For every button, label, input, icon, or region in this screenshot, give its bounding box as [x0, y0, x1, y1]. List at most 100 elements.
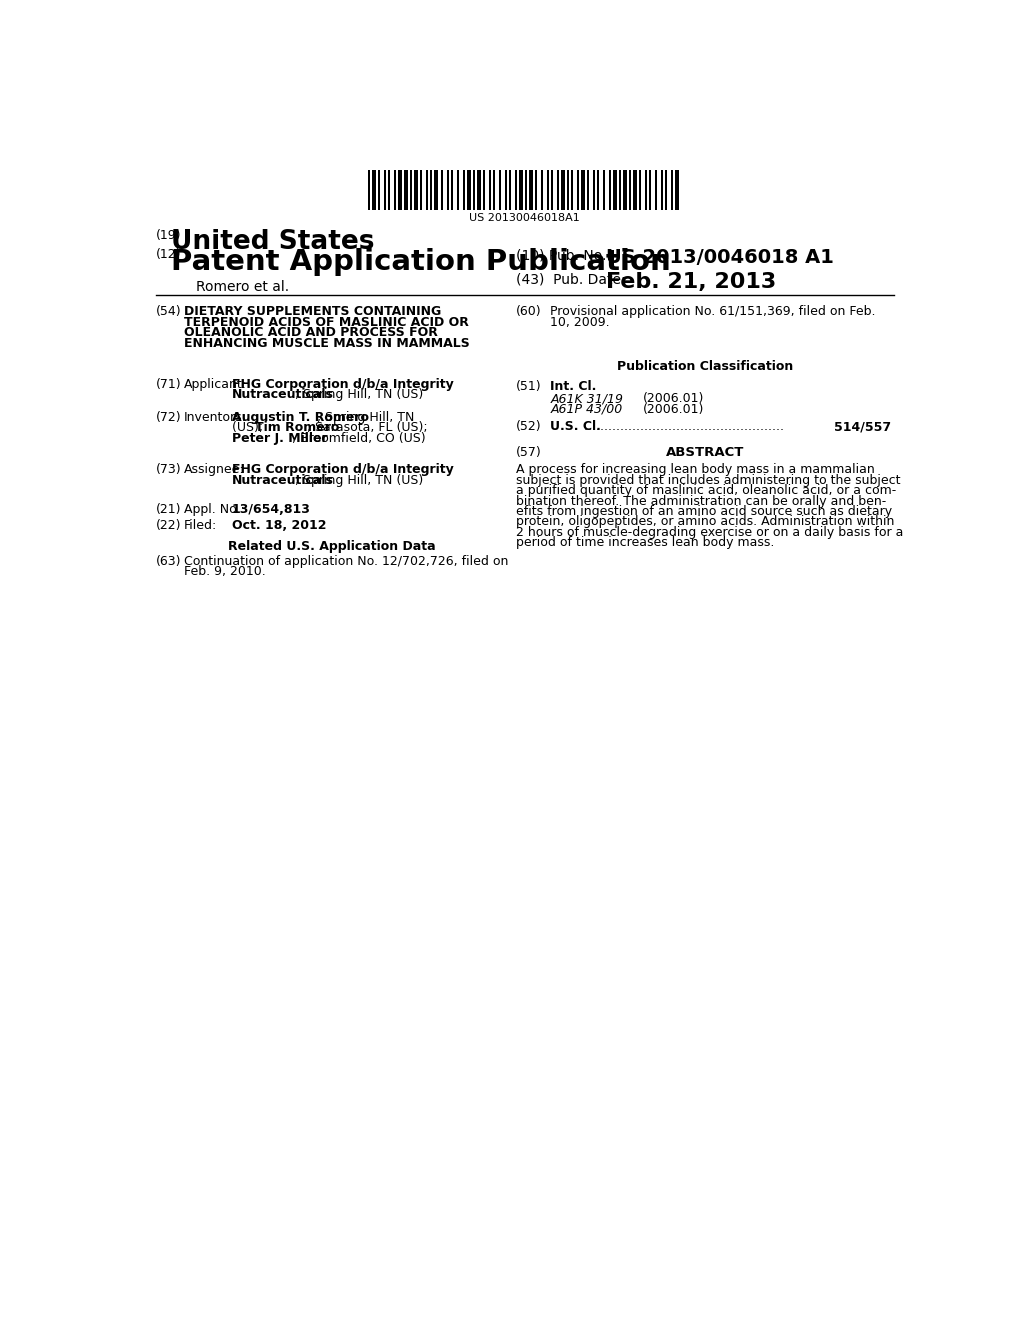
Bar: [388, 170, 390, 210]
Text: FHG Corporation d/b/a Integrity: FHG Corporation d/b/a Integrity: [231, 378, 454, 391]
Text: 514/557: 514/557: [835, 420, 891, 433]
Text: 2 hours of muscle-degrading exercise or on a daily basis for a: 2 hours of muscle-degrading exercise or …: [515, 525, 903, 539]
Bar: [505, 170, 507, 210]
Text: (10) Pub. No.:: (10) Pub. No.:: [515, 248, 610, 263]
Text: Applicant:: Applicant:: [183, 378, 247, 391]
Bar: [421, 170, 423, 210]
Bar: [467, 170, 471, 210]
Text: efits from ingestion of an amino acid source such as dietary: efits from ingestion of an amino acid so…: [515, 506, 892, 517]
Text: ABSTRACT: ABSTRACT: [667, 446, 744, 459]
Text: TERPENOID ACIDS OF MASLINIC ACID OR: TERPENOID ACIDS OF MASLINIC ACID OR: [183, 315, 469, 329]
Text: Publication Classification: Publication Classification: [617, 360, 794, 374]
Bar: [561, 170, 565, 210]
Bar: [378, 170, 380, 210]
Text: (2006.01): (2006.01): [643, 403, 705, 416]
Bar: [493, 170, 495, 210]
Bar: [446, 170, 449, 210]
Bar: [394, 170, 396, 210]
Text: Feb. 21, 2013: Feb. 21, 2013: [606, 272, 776, 292]
Text: Filed:: Filed:: [183, 519, 217, 532]
Bar: [633, 170, 637, 210]
Text: Int. Cl.: Int. Cl.: [550, 380, 597, 393]
Text: ENHANCING MUSCLE MASS IN MAMMALS: ENHANCING MUSCLE MASS IN MAMMALS: [183, 337, 470, 350]
Bar: [373, 170, 376, 210]
Bar: [525, 170, 526, 210]
Bar: [649, 170, 651, 210]
Bar: [451, 170, 453, 210]
Text: bination thereof. The administration can be orally and ben-: bination thereof. The administration can…: [515, 495, 886, 507]
Text: Appl. No.:: Appl. No.:: [183, 503, 245, 516]
Bar: [593, 170, 595, 210]
Bar: [476, 170, 480, 210]
Text: Nutraceuticals: Nutraceuticals: [231, 474, 334, 487]
Text: (73): (73): [156, 463, 181, 477]
Bar: [577, 170, 579, 210]
Text: Oct. 18, 2012: Oct. 18, 2012: [231, 519, 327, 532]
Bar: [624, 170, 627, 210]
Bar: [430, 170, 432, 210]
Text: , Spring Hill, TN: , Spring Hill, TN: [317, 411, 415, 424]
Text: (21): (21): [156, 503, 181, 516]
Bar: [509, 170, 511, 210]
Text: DIETARY SUPPLEMENTS CONTAINING: DIETARY SUPPLEMENTS CONTAINING: [183, 305, 441, 318]
Bar: [613, 170, 617, 210]
Bar: [434, 170, 438, 210]
Text: (71): (71): [156, 378, 181, 391]
Bar: [662, 170, 664, 210]
Text: (60): (60): [515, 305, 541, 318]
Bar: [482, 170, 484, 210]
Bar: [440, 170, 442, 210]
Text: Provisional application No. 61/151,369, filed on Feb.: Provisional application No. 61/151,369, …: [550, 305, 876, 318]
Bar: [463, 170, 465, 210]
Bar: [528, 170, 532, 210]
Bar: [519, 170, 523, 210]
Bar: [672, 170, 674, 210]
Text: US 20130046018A1: US 20130046018A1: [469, 213, 581, 223]
Text: , Sarasota, FL (US);: , Sarasota, FL (US);: [307, 421, 428, 434]
Text: , Spring Hill, TN (US): , Spring Hill, TN (US): [295, 388, 424, 401]
Bar: [499, 170, 501, 210]
Text: period of time increases lean body mass.: period of time increases lean body mass.: [515, 536, 774, 549]
Text: a purified quantity of maslinic acid, oleanolic acid, or a com-: a purified quantity of maslinic acid, ol…: [515, 484, 896, 498]
Bar: [629, 170, 631, 210]
Bar: [639, 170, 641, 210]
Text: (12): (12): [156, 248, 181, 261]
Bar: [557, 170, 559, 210]
Text: ..................................................: ........................................…: [580, 420, 787, 433]
Bar: [398, 170, 402, 210]
Text: Tim Romero: Tim Romero: [255, 421, 340, 434]
Text: (52): (52): [515, 420, 541, 433]
Bar: [535, 170, 537, 210]
Bar: [515, 170, 517, 210]
Text: (72): (72): [156, 411, 181, 424]
Text: , Spring Hill, TN (US): , Spring Hill, TN (US): [295, 474, 424, 487]
Text: United States: United States: [171, 230, 375, 255]
Text: (43)  Pub. Date:: (43) Pub. Date:: [515, 272, 625, 286]
Bar: [597, 170, 599, 210]
Text: Augustin T. Romero: Augustin T. Romero: [231, 411, 369, 424]
Text: protein, oligopeptides, or amino acids. Administration within: protein, oligopeptides, or amino acids. …: [515, 515, 894, 528]
Text: A61K 31/19: A61K 31/19: [550, 392, 624, 405]
Text: US 2013/0046018 A1: US 2013/0046018 A1: [606, 248, 835, 268]
Text: 10, 2009.: 10, 2009.: [550, 315, 610, 329]
Text: Assignee:: Assignee:: [183, 463, 245, 477]
Bar: [581, 170, 585, 210]
Bar: [676, 170, 679, 210]
Bar: [384, 170, 386, 210]
Text: (US);: (US);: [231, 421, 267, 434]
Bar: [587, 170, 589, 210]
Text: (63): (63): [156, 554, 181, 568]
Bar: [369, 170, 371, 210]
Bar: [541, 170, 543, 210]
Text: Romero et al.: Romero et al.: [197, 280, 290, 294]
Text: (22): (22): [156, 519, 181, 532]
Text: Inventors:: Inventors:: [183, 411, 247, 424]
Text: A process for increasing lean body mass in a mammalian: A process for increasing lean body mass …: [515, 463, 874, 477]
Bar: [609, 170, 611, 210]
Text: Continuation of application No. 12/702,726, filed on: Continuation of application No. 12/702,7…: [183, 554, 508, 568]
Bar: [415, 170, 419, 210]
Bar: [488, 170, 490, 210]
Text: (19): (19): [156, 230, 181, 243]
Bar: [404, 170, 409, 210]
Text: , Broomfield, CO (US): , Broomfield, CO (US): [292, 432, 426, 445]
